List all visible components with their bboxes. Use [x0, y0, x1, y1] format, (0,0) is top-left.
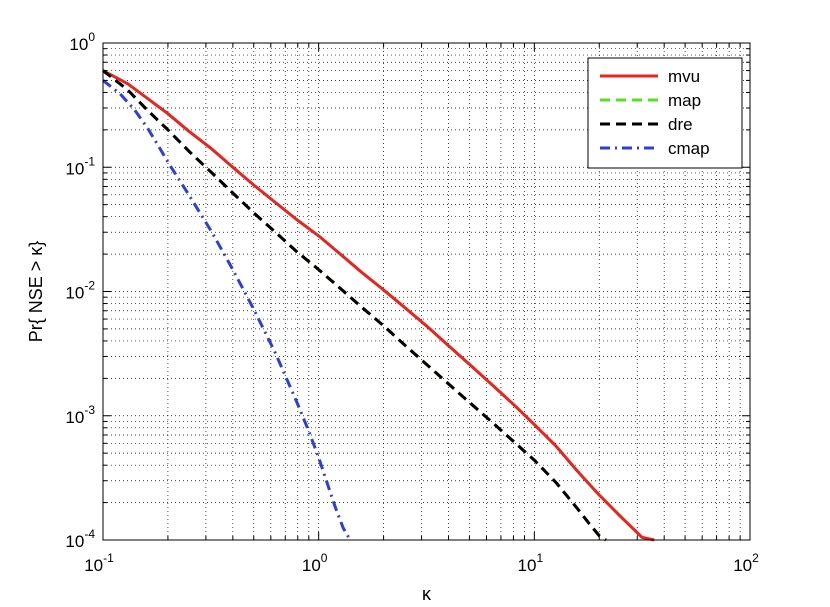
x-tick-exponent: 2 — [752, 551, 759, 565]
legend-label-cmap: cmap — [668, 139, 710, 158]
series-line-mvu — [102, 69, 655, 542]
x-tick-exponent: 0 — [321, 551, 328, 565]
x-axis-label: κ — [422, 584, 432, 604]
series-layer — [102, 69, 655, 542]
y-tick-exponent: -4 — [84, 527, 95, 541]
y-tick-exponent: -3 — [84, 403, 95, 417]
legend-label-mvu: mvu — [668, 67, 700, 86]
x-tick-exponent: 1 — [536, 551, 543, 565]
y-axis-label: Pr{ NSE > κ} — [26, 241, 46, 343]
y-tick-exponent: -2 — [84, 279, 95, 293]
legend-label-map: map — [668, 91, 701, 110]
legend-label-dre: dre — [668, 115, 693, 134]
x-tick-exponent: -1 — [103, 551, 114, 565]
y-tick-exponent: 0 — [88, 30, 95, 44]
ticks — [102, 42, 751, 541]
y-tick-exponent: -1 — [84, 154, 95, 168]
legend: mvu map dre cmap — [587, 57, 743, 169]
series-line-cmap — [102, 79, 352, 541]
